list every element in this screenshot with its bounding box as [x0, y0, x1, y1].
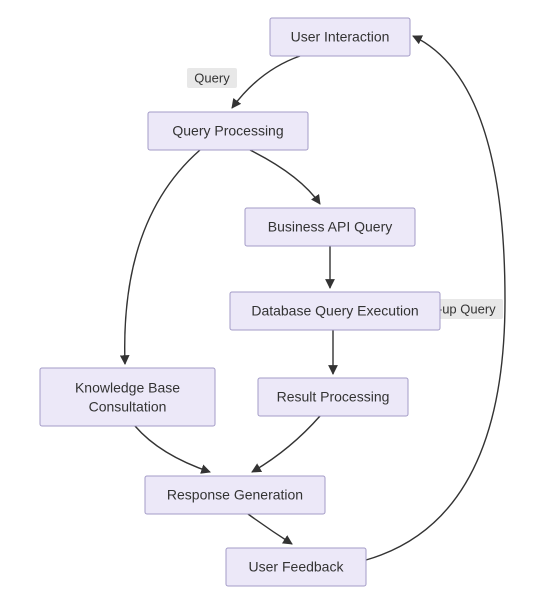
flowchart-svg: Query Follow-up Query User Interaction Q… [0, 0, 555, 592]
nodes: User Interaction Query Processing Busine… [40, 18, 440, 586]
node-knowledge-base-label1: Knowledge Base [75, 380, 180, 396]
edge-rp-to-rg [252, 416, 320, 472]
node-business-api-query-label: Business API Query [268, 219, 393, 235]
node-user-interaction: User Interaction [270, 18, 410, 56]
node-response-generation: Response Generation [145, 476, 325, 514]
node-user-feedback-label: User Feedback [249, 559, 345, 575]
node-query-processing: Query Processing [148, 112, 308, 150]
edge-qp-to-kb [125, 150, 200, 364]
node-user-interaction-label: User Interaction [291, 29, 390, 45]
edge-rg-to-uf [248, 514, 292, 544]
edge-qp-to-api [250, 150, 320, 204]
edge-ui-to-qp [232, 56, 300, 108]
node-knowledge-base-label2: Consultation [89, 399, 167, 415]
edge-kb-to-rg [135, 426, 210, 472]
edge-label-query: Query [187, 68, 237, 88]
node-user-feedback: User Feedback [226, 548, 366, 586]
node-result-processing: Result Processing [258, 378, 408, 416]
node-database-query-exec-label: Database Query Execution [251, 303, 418, 319]
node-business-api-query: Business API Query [245, 208, 415, 246]
node-query-processing-label: Query Processing [172, 123, 283, 139]
node-response-generation-label: Response Generation [167, 487, 303, 503]
node-knowledge-base: Knowledge Base Consultation [40, 368, 215, 426]
node-result-processing-label: Result Processing [277, 389, 390, 405]
edge-label-query-text: Query [194, 70, 230, 85]
node-database-query-exec: Database Query Execution [230, 292, 440, 330]
